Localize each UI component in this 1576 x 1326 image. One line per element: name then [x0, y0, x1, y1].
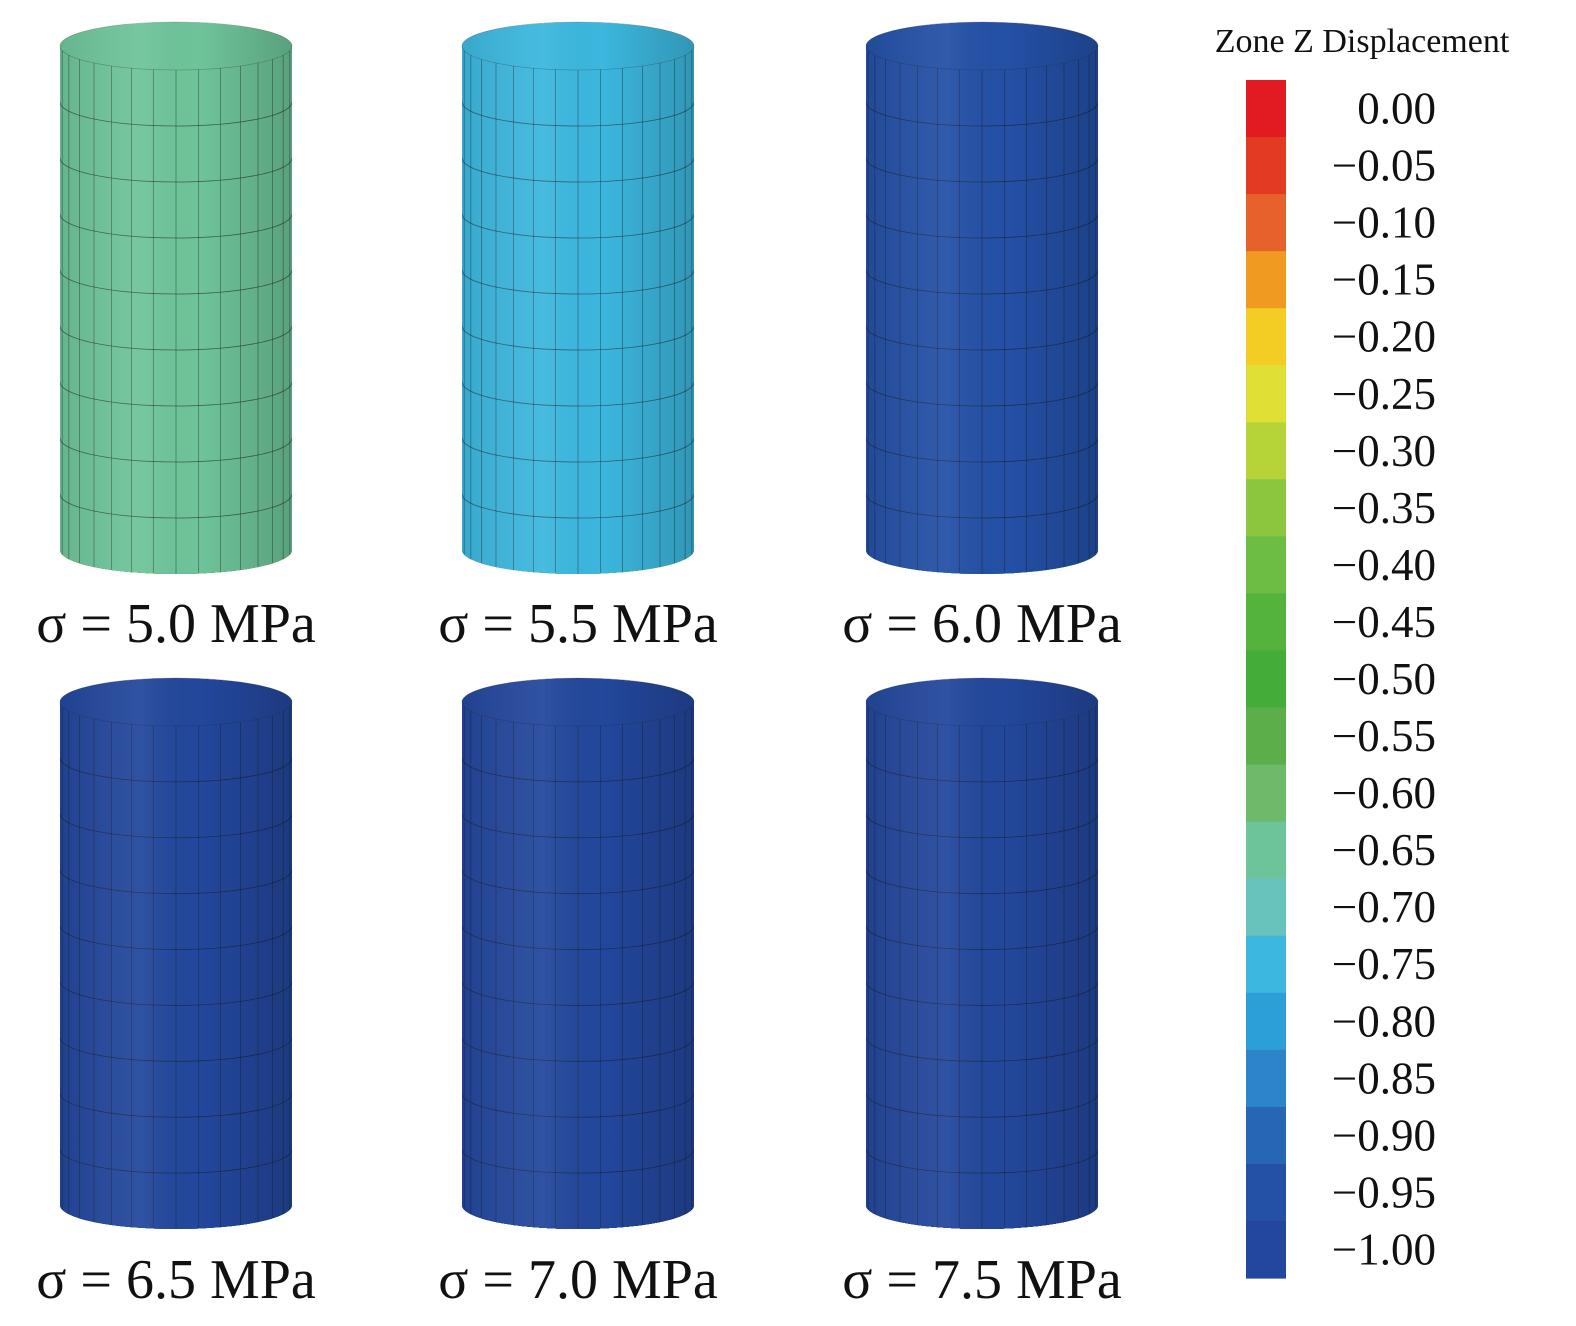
- cylinder-top-rim: [865, 677, 1099, 727]
- colorbar-tick-label: −0.65: [1332, 825, 1436, 875]
- colorbar-tick-label: −0.45: [1332, 597, 1436, 647]
- panel-caption-6: σ = 7.5 MPa: [842, 1249, 1122, 1311]
- cylinder-panel-7-0-mpa: [461, 677, 695, 1229]
- colorbar-segment: [1246, 992, 1286, 1051]
- cylinder-shading: [60, 22, 292, 574]
- cylinder-shading: [866, 678, 1098, 1229]
- cylinder-top-rim: [59, 677, 293, 727]
- colorbar-segment: [1246, 935, 1286, 994]
- colorbar-tick-label: −0.10: [1332, 198, 1436, 248]
- colorbar-segment: [1246, 365, 1286, 423]
- cylinder-body: [462, 678, 694, 1229]
- cylinder-panel-5-5-mpa: [461, 21, 695, 574]
- colorbar-segment: [1246, 1163, 1286, 1222]
- colorbar: [1246, 80, 1286, 1279]
- colorbar-tick-label: −0.50: [1332, 654, 1436, 704]
- colorbar-tick-label: −0.15: [1332, 255, 1436, 305]
- colorbar-tick-label: −0.60: [1332, 768, 1436, 818]
- colorbar-segment: [1246, 422, 1286, 480]
- colorbar-tick-label: −0.85: [1332, 1053, 1436, 1103]
- colorbar-segment: [1246, 1106, 1286, 1165]
- panel-caption-5: σ = 7.0 MPa: [438, 1249, 718, 1311]
- cylinder-body: [462, 22, 694, 574]
- cylinder-top-rim: [59, 21, 293, 71]
- colorbar-segment: [1246, 821, 1286, 880]
- cylinder-panel-6-0-mpa: [865, 21, 1099, 574]
- colorbar-tick-label: −0.35: [1332, 483, 1436, 533]
- colorbar-segment: [1246, 479, 1286, 537]
- colorbar-tick-label: −0.90: [1332, 1110, 1436, 1160]
- colorbar-segment: [1246, 308, 1286, 366]
- cylinder-top-rim: [461, 21, 695, 71]
- legend-title: Zone Z Displacement: [1215, 23, 1510, 60]
- colorbar-segment: [1246, 137, 1286, 195]
- colorbar-segment: [1246, 593, 1286, 652]
- panel-caption-1: σ = 5.0 MPa: [36, 593, 316, 655]
- cylinder-shading: [462, 22, 694, 574]
- colorbar-segment: [1246, 251, 1286, 309]
- panel-caption-3: σ = 6.0 MPa: [842, 593, 1122, 655]
- cylinder-panel-7-5-mpa: [865, 677, 1099, 1229]
- colorbar-tick-label: −0.70: [1332, 882, 1436, 932]
- cylinder-body: [866, 678, 1098, 1229]
- colorbar-segment: [1246, 80, 1286, 138]
- colorbar-segment: [1246, 764, 1286, 823]
- colorbar-tick-labels: 0.00 −0.05 −0.10 −0.15 −0.20 −0.25 −0.30 −0.35 −…: [1332, 84, 1436, 1275]
- colorbar-segment: [1246, 650, 1286, 709]
- cylinder-shading: [866, 22, 1098, 574]
- cylinder-body: [60, 678, 292, 1229]
- cylinder-top-rim: [865, 21, 1099, 71]
- colorbar-segment: [1246, 1220, 1286, 1279]
- cylinder-top-rim: [461, 677, 695, 727]
- colorbar-tick-label: −0.75: [1332, 939, 1436, 989]
- cylinder-shading: [60, 678, 292, 1229]
- colorbar-segment: [1246, 194, 1286, 252]
- colorbar-tick-label: −0.05: [1332, 141, 1436, 191]
- colorbar-tick-label: −0.80: [1332, 996, 1436, 1046]
- colorbar-tick-label: −1.00: [1332, 1224, 1436, 1274]
- colorbar-tick-label: −0.95: [1332, 1167, 1436, 1217]
- colorbar-tick-label: −0.25: [1332, 369, 1436, 419]
- cylinder-panel-5-0-mpa: [59, 21, 293, 574]
- panel-caption-2: σ = 5.5 MPa: [438, 593, 718, 655]
- colorbar-tick-label: −0.30: [1332, 426, 1436, 476]
- cylinder-body: [866, 22, 1098, 574]
- cylinder-body: [60, 22, 292, 574]
- colorbar-tick-label: −0.55: [1332, 711, 1436, 761]
- cylinder-panel-6-5-mpa: [59, 677, 293, 1229]
- panel-caption-4: σ = 6.5 MPa: [36, 1249, 316, 1311]
- colorbar-segment: [1246, 878, 1286, 937]
- colorbar-segment: [1246, 707, 1286, 766]
- colorbar-tick-label: −0.20: [1332, 312, 1436, 362]
- colorbar-segment: [1246, 1049, 1286, 1108]
- colorbar-segment: [1246, 536, 1286, 595]
- colorbar-tick-label: 0.00: [1357, 84, 1436, 134]
- cylinder-shading: [462, 678, 694, 1229]
- colorbar-tick-label: −0.40: [1332, 540, 1436, 590]
